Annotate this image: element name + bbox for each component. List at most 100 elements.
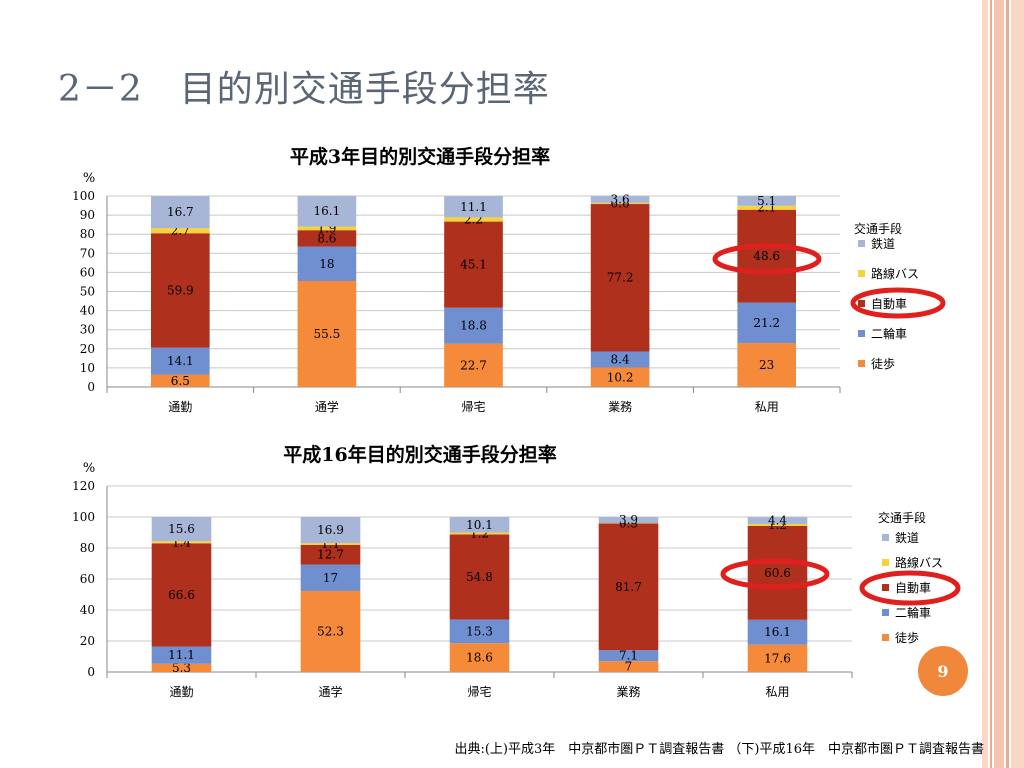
bar-segment: [150, 196, 210, 229]
legend-label: 路線バス: [895, 555, 943, 570]
y-tick-label: 100: [72, 510, 95, 524]
legend-swatch: [882, 634, 889, 641]
y-tick-label: 30: [80, 323, 95, 337]
legend-title: 交通手段: [854, 221, 902, 236]
legend-swatch: [858, 240, 865, 247]
legend-label: 二輪車: [895, 605, 931, 620]
bar-segment: [747, 523, 808, 526]
y-tick-label: 40: [80, 304, 95, 318]
x-tick-label: 通勤: [169, 685, 193, 699]
legend-label: 徒歩: [895, 630, 919, 645]
highlight-ellipse-legend: [859, 570, 961, 606]
bar-segment: [449, 619, 510, 644]
slide-title: 2－2 目的別交通手段分担率: [58, 69, 550, 110]
data-label: 7.1: [619, 649, 638, 663]
data-label: 18: [319, 257, 334, 271]
bar-segment: [297, 246, 357, 281]
data-label: 16.9: [317, 523, 344, 537]
bar-segment: [449, 643, 510, 672]
bar-segment: [300, 517, 361, 544]
data-label: 8.4: [611, 352, 630, 366]
legend-label: 徒歩: [871, 356, 895, 371]
data-label: 17.6: [764, 651, 791, 665]
bar-segment: [747, 525, 808, 620]
chart-svg-heisei3: 0102030405060708090100%6.514.159.92.716.…: [72, 171, 946, 414]
data-label: 45.1: [460, 258, 487, 272]
data-label: 59.9: [167, 283, 194, 297]
legend-swatch: [858, 330, 865, 337]
legend-title: 交通手段: [878, 510, 926, 525]
bar-segment: [449, 517, 510, 533]
x-tick-label: 通学: [315, 399, 339, 414]
data-label: 5.3: [172, 661, 191, 675]
bar-segment: [747, 619, 808, 645]
data-label: 16.1: [314, 204, 341, 218]
legend-label: 自動車: [871, 297, 907, 311]
x-tick-label: 私用: [765, 685, 789, 699]
data-label: 10.1: [466, 518, 493, 532]
bar-segment: [151, 663, 212, 672]
data-label: 10.2: [607, 370, 634, 384]
data-label: 21.2: [753, 316, 780, 330]
data-label: 17: [323, 571, 338, 585]
y-tick-label: 20: [80, 634, 95, 648]
highlight-ellipse-legend: [850, 287, 946, 319]
chart-heisei16: 平成16年目的別交通手段分担率 0 20 40 60 80 100 120% 5.3 11.1 6…: [0, 438, 982, 728]
x-tick-label: 帰宅: [461, 399, 485, 414]
legend-label: 鉄道: [895, 530, 919, 545]
bar-segment: [598, 523, 659, 651]
bar-segment: [300, 590, 361, 672]
data-label: 48.6: [753, 249, 780, 263]
bar-segment: [151, 646, 212, 664]
bar-segment: [150, 233, 210, 348]
data-label: 8.6: [317, 231, 336, 245]
bar-segment: [300, 543, 361, 545]
legend-swatch: [858, 360, 865, 367]
bar-segment: [598, 661, 659, 672]
data-label: 18.6: [466, 651, 493, 665]
bar-segment: [300, 564, 361, 591]
x-tick-label: 通学: [318, 684, 342, 699]
bar-segment: [590, 196, 650, 203]
bar-segment: [737, 209, 797, 303]
bar-segment: [737, 196, 797, 206]
data-label: 5.1: [757, 194, 776, 208]
legend-swatch: [882, 609, 889, 616]
bar-segment: [150, 228, 210, 234]
bar-segment: [151, 541, 212, 544]
y-tick-label: 50: [80, 285, 95, 299]
bar-segment: [297, 195, 357, 227]
bar-segment: [598, 517, 659, 524]
y-axis-label: %: [83, 171, 95, 186]
bar-segment: [590, 204, 650, 352]
bar-segment: [747, 644, 808, 672]
data-label: 4.4: [768, 514, 787, 528]
data-label: 81.7: [615, 580, 642, 594]
data-label: 11.1: [460, 200, 487, 214]
bar-segment: [590, 202, 650, 205]
y-axis-label: %: [83, 461, 95, 476]
data-label: 16.1: [764, 625, 791, 639]
bar-segment: [150, 347, 210, 375]
page-number-badge: 9: [918, 646, 968, 696]
data-label: 77.2: [607, 271, 634, 285]
bar-segment: [151, 517, 212, 542]
y-tick-label: 40: [80, 603, 95, 617]
x-tick-label: 業務: [616, 685, 640, 699]
bar-segment: [598, 650, 659, 662]
decorative-side-stripes: [982, 0, 1024, 768]
legend-swatch: [858, 300, 865, 307]
bar-segment: [590, 367, 650, 387]
data-label: 15.3: [466, 624, 493, 638]
y-tick-label: 60: [80, 572, 95, 586]
bar-segment: [444, 196, 503, 218]
bar-segment: [297, 280, 357, 387]
legend-label: 二輪車: [871, 326, 907, 341]
y-tick-label: 120: [72, 479, 95, 493]
bar-segment: [737, 302, 797, 344]
legend-label: 鉄道: [871, 236, 895, 251]
x-tick-label: 通勤: [168, 400, 192, 414]
data-label: 7: [625, 660, 633, 674]
y-tick-label: 80: [80, 227, 95, 241]
bar-segment: [151, 543, 212, 647]
